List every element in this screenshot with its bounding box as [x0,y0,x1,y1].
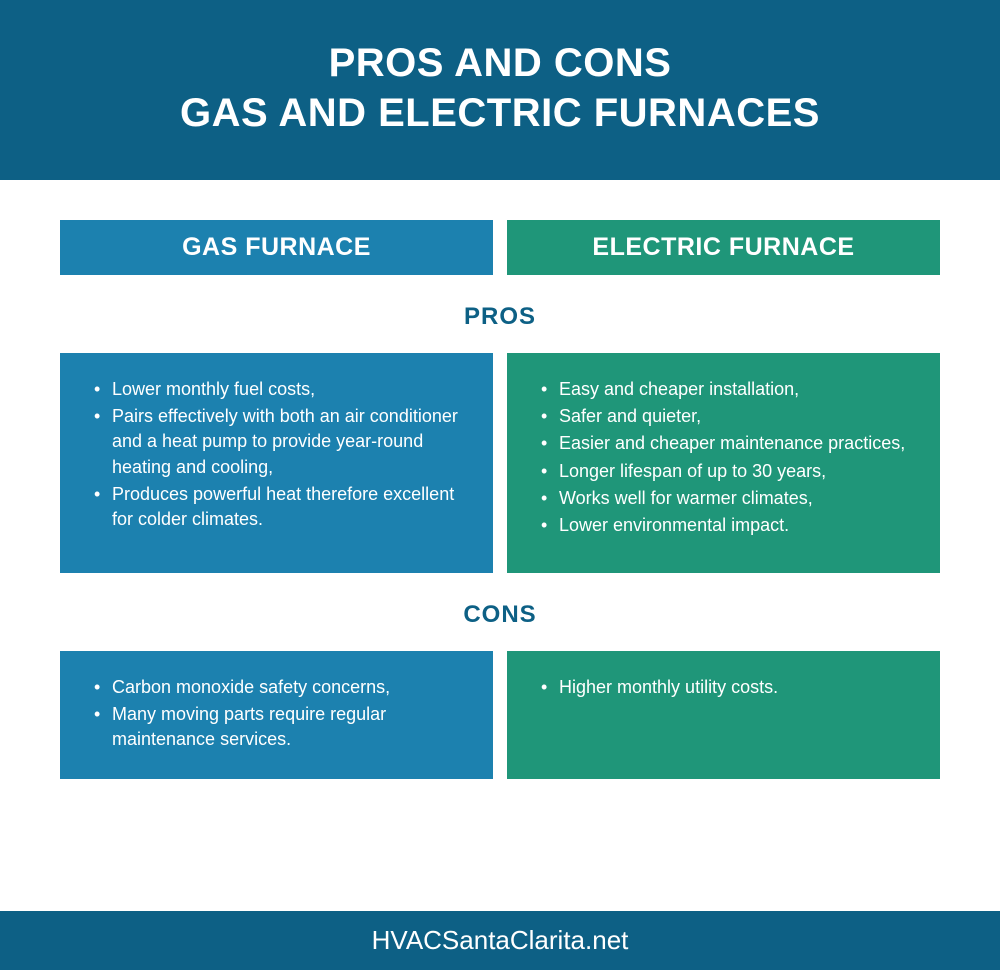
list-item: Lower monthly fuel costs, [94,377,467,402]
page-header: PROS AND CONS GAS AND ELECTRIC FURNACES [0,0,1000,180]
list-item: Higher monthly utility costs. [541,675,914,700]
pros-row: Lower monthly fuel costs,Pairs effective… [60,353,940,573]
pros-section-label: PROS [60,303,940,331]
page-footer: HVACSantaClarita.net [0,911,1000,970]
cons-row: Carbon monoxide safety concerns,Many mov… [60,651,940,779]
list-item: Works well for warmer climates, [541,486,914,511]
gas-column-header: GAS FURNACE [60,220,493,275]
list-item: Easy and cheaper installation, [541,377,914,402]
header-line-1: PROS AND CONS [20,38,980,88]
electric-pros-list: Easy and cheaper installation,Safer and … [541,377,914,538]
list-item: Many moving parts require regular mainte… [94,702,467,752]
gas-cons-list: Carbon monoxide safety concerns,Many mov… [94,675,467,753]
electric-cons-list: Higher monthly utility costs. [541,675,914,700]
gas-pros-box: Lower monthly fuel costs,Pairs effective… [60,353,493,573]
list-item: Safer and quieter, [541,404,914,429]
list-item: Easier and cheaper maintenance practices… [541,431,914,456]
cons-section-label: CONS [60,601,940,629]
list-item: Produces powerful heat therefore excelle… [94,482,467,532]
electric-pros-box: Easy and cheaper installation,Safer and … [507,353,940,573]
electric-cons-box: Higher monthly utility costs. [507,651,940,779]
electric-column-header: ELECTRIC FURNACE [507,220,940,275]
list-item: Longer lifespan of up to 30 years, [541,459,914,484]
list-item: Lower environmental impact. [541,513,914,538]
column-headers-row: GAS FURNACE ELECTRIC FURNACE [60,220,940,275]
list-item: Pairs effectively with both an air condi… [94,404,467,480]
gas-pros-list: Lower monthly fuel costs,Pairs effective… [94,377,467,532]
list-item: Carbon monoxide safety concerns, [94,675,467,700]
header-line-2: GAS AND ELECTRIC FURNACES [20,88,980,138]
content-area: GAS FURNACE ELECTRIC FURNACE PROS Lower … [0,180,1000,809]
gas-cons-box: Carbon monoxide safety concerns,Many mov… [60,651,493,779]
